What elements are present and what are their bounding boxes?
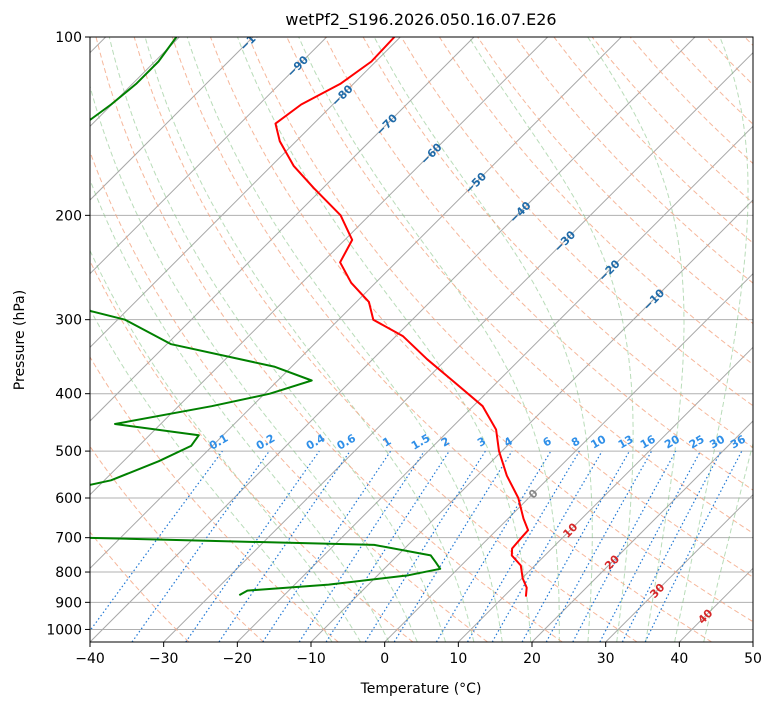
- moist-adiabat-line: [674, 37, 749, 642]
- moist-adiabat-line: [108, 37, 447, 642]
- y-tick-label: 100: [55, 30, 82, 46]
- y-tick-label: 800: [55, 565, 82, 581]
- y-tick-label: 1000: [46, 622, 82, 638]
- x-tick-label: 50: [744, 651, 762, 667]
- mixing-ratio-line: [218, 450, 351, 642]
- dry-adiabat-line: [324, 37, 753, 491]
- temperature-profile-line: [274, 37, 530, 597]
- moist-adiabat-line: [90, 178, 390, 642]
- mixing-ratio-line: [298, 450, 425, 642]
- isotherm-line: [236, 125, 753, 642]
- plot-area: 0.1 0.2 0.4 0.6 1 1.5 2 3 4 6 8 10 13 16 20 25 30 36−100−…: [90, 37, 753, 642]
- mixing-ratio-line: [185, 450, 320, 642]
- dry-adiabat-line: [438, 37, 753, 366]
- moist-adiabat-line: [186, 37, 503, 642]
- isotherm-line: [90, 37, 475, 422]
- dry-adiabat-line: [133, 37, 638, 642]
- moist-adiabat-line: [298, 37, 560, 642]
- mixing-ratio-line: [521, 450, 631, 642]
- moist-adiabat-line: [703, 441, 753, 642]
- x-tick-label: 20: [523, 651, 541, 667]
- moist-adiabat-line: [373, 37, 593, 642]
- y-tick-label: 700: [55, 531, 82, 547]
- y-axis-label: Pressure (hPa): [12, 290, 28, 390]
- y-tick-label: 200: [55, 208, 82, 224]
- x-tick-label: 10: [449, 651, 467, 667]
- x-tick-label: 30: [597, 651, 615, 667]
- dry-adiabat-line: [90, 445, 264, 642]
- y-tick-label: 500: [55, 444, 82, 460]
- dry-adiabat-line: [171, 37, 712, 642]
- isotherm-line: [90, 37, 401, 349]
- dry-adiabat-line: [95, 37, 563, 642]
- isotherm-line: [531, 420, 753, 642]
- moist-adiabat-line: [90, 308, 333, 642]
- y-axis-ticks: 100 200 300 400 500 600 700 800 900 1000: [46, 30, 90, 638]
- sounding-profiles: [90, 37, 530, 597]
- isotherm-line: [384, 272, 753, 642]
- mixing-ratio-line: [325, 450, 450, 642]
- y-tick-label: 400: [55, 387, 82, 403]
- mixing-ratio-line: [90, 450, 223, 632]
- moist-adiabat-line: [587, 37, 685, 642]
- x-tick-label: 0: [380, 651, 389, 667]
- x-tick-label: −20: [223, 651, 253, 667]
- dry-adiabat-line: [515, 37, 753, 284]
- dry-adiabat-line: [248, 37, 753, 578]
- moist-adiabat-line: [144, 37, 475, 642]
- pressure-grid: [90, 37, 753, 630]
- x-tick-label: −10: [296, 651, 326, 667]
- y-tick-label: 600: [55, 491, 82, 507]
- mixing-ratio-line: [572, 450, 677, 642]
- isotherm-line: [90, 37, 549, 496]
- isotherm-line: [90, 37, 328, 275]
- dewpoint-profile-line: [90, 37, 442, 596]
- y-tick-label: 900: [55, 595, 82, 611]
- dry-adiabat-line: [90, 259, 414, 642]
- chart-title: wetPf2_S196.2026.050.16.07.E26: [285, 10, 556, 30]
- x-axis-ticks: −40 −30 −20 −10 0 10 20 30 40 50: [75, 642, 762, 667]
- x-axis-label: Temperature (°C): [360, 681, 482, 697]
- isotherm-line: [163, 51, 753, 642]
- plot-frame: [89, 36, 754, 643]
- isotherm-line: [90, 37, 254, 201]
- isotherm-line: [457, 346, 753, 642]
- y-tick-label: 300: [55, 313, 82, 329]
- dry-adiabat-line: [90, 531, 190, 642]
- dry-adiabat-line: [90, 356, 339, 642]
- dry-adiabat-line: [400, 37, 753, 407]
- moist-adiabat-line: [237, 37, 532, 642]
- moist-adiabat-lines: [90, 37, 753, 642]
- dry-adiabat-line: [90, 150, 488, 642]
- mixing-ratio-lines: [90, 450, 743, 642]
- mixing-ratio-line: [644, 450, 743, 642]
- x-tick-label: 40: [670, 651, 688, 667]
- mixing-ratio-line: [262, 450, 392, 642]
- mixing-ratio-line: [393, 450, 513, 642]
- x-tick-label: −40: [75, 651, 105, 667]
- x-tick-label: −30: [149, 651, 179, 667]
- isotherm-line: [90, 37, 622, 570]
- isotherm-line: [605, 493, 753, 642]
- mixing-ratio-line: [545, 450, 653, 642]
- mixing-ratio-line: [131, 450, 270, 642]
- dry-adiabat-lines: [90, 37, 753, 642]
